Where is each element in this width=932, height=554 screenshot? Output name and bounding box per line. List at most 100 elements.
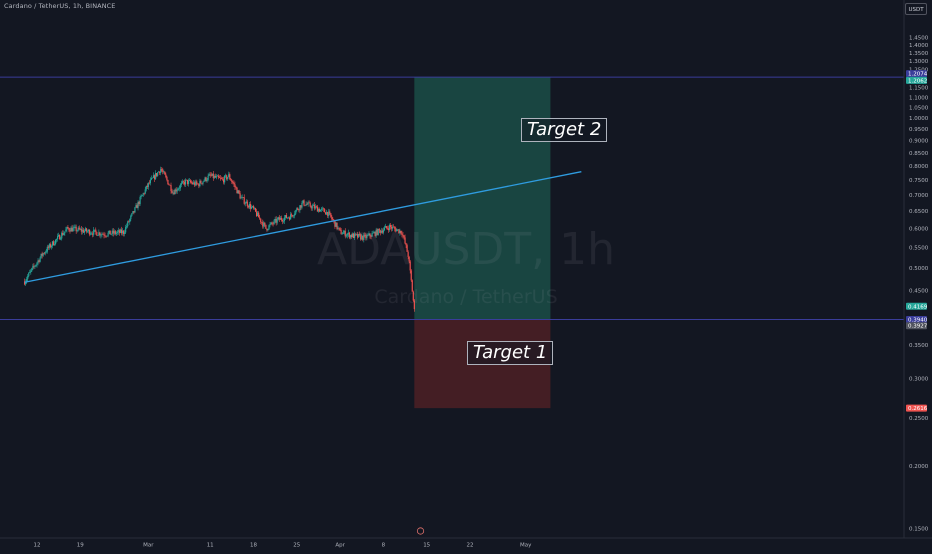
candle-body <box>410 270 412 281</box>
candle-body <box>363 234 365 240</box>
candle-body <box>24 281 26 285</box>
watermark-symbol: ADAUSDT, 1h <box>316 224 616 275</box>
candle-body <box>392 226 394 229</box>
candle-body <box>88 229 91 235</box>
price-tick-label: 0.8500 <box>909 151 929 157</box>
candle-body <box>190 180 192 183</box>
candle-body <box>81 229 83 232</box>
time-tick-label: 8 <box>382 543 386 549</box>
candle-body <box>114 231 116 234</box>
candle-body <box>268 225 270 230</box>
candle-body <box>351 233 354 238</box>
candle-body <box>74 226 76 228</box>
candle-body <box>77 227 79 231</box>
candle-body <box>49 244 52 248</box>
candle-body <box>48 244 50 248</box>
candle-body <box>295 210 297 214</box>
candle-body <box>194 182 196 186</box>
candle-body <box>248 204 250 208</box>
candle-body <box>219 177 222 179</box>
candle-body <box>172 192 174 194</box>
candle-body <box>361 235 363 240</box>
price-tick-label: 0.9000 <box>909 139 929 145</box>
candle-body <box>362 235 364 240</box>
candle-body <box>100 234 102 236</box>
candle-body <box>175 189 177 192</box>
candle-body <box>46 246 48 252</box>
candle-body <box>168 184 170 186</box>
candle-body <box>25 281 27 285</box>
candle-body <box>73 227 75 229</box>
candle-body <box>225 175 227 176</box>
candle-body <box>296 208 298 211</box>
price-tick-label: 0.2500 <box>909 416 929 422</box>
candle-body <box>385 226 388 228</box>
candle-body <box>313 204 315 209</box>
candle-body <box>33 265 35 267</box>
candle-body <box>202 181 204 184</box>
candle-body <box>374 232 376 236</box>
candle-body <box>342 232 344 234</box>
candle-body <box>84 228 87 231</box>
candle-body <box>129 219 131 223</box>
time-tick-label: 19 <box>77 543 84 549</box>
symbol-title[interactable]: Cardano / TetherUS, 1h, BINANCE <box>4 2 116 10</box>
price-tick-label: 0.1500 <box>909 527 929 533</box>
price-tick-label: 0.5000 <box>909 266 929 272</box>
candle-body <box>109 230 111 235</box>
candle-body <box>165 174 167 177</box>
candle-body <box>91 233 93 235</box>
candle-body <box>344 230 346 237</box>
candle-body <box>121 230 124 234</box>
candle-body <box>369 233 371 237</box>
candle-body <box>215 176 217 178</box>
candle-body <box>149 179 152 184</box>
candle-body <box>345 235 347 237</box>
candle-body <box>44 252 46 254</box>
candle-body <box>312 204 314 206</box>
price-badge <box>906 302 927 310</box>
candle-body <box>116 231 119 233</box>
candle-body <box>267 229 269 231</box>
candle-body <box>379 230 381 233</box>
candle-body <box>210 175 212 176</box>
target-1-label[interactable]: Target 1 <box>467 341 554 365</box>
price-badge-label: 0.3927 <box>908 324 928 330</box>
candle-body <box>42 253 44 256</box>
candle-body <box>181 181 183 184</box>
candle-body <box>260 218 262 223</box>
candle-body <box>213 175 215 179</box>
candle-body <box>273 220 275 224</box>
candle-body <box>204 177 206 181</box>
candle-body <box>203 180 205 182</box>
candle-body <box>382 230 384 233</box>
candle-body <box>207 175 209 180</box>
candle-body <box>377 228 379 235</box>
candle-body <box>391 226 393 229</box>
candle-body <box>217 175 220 178</box>
candle-body <box>144 189 146 194</box>
candle-body <box>196 181 198 184</box>
candle-body <box>284 215 287 218</box>
candle-body <box>34 266 36 267</box>
candle-body <box>348 232 350 238</box>
candle-body <box>80 228 82 232</box>
price-badge-label: 1.2074 <box>908 72 928 78</box>
price-tick-label: 0.6000 <box>909 226 929 232</box>
candle-body <box>69 230 71 232</box>
candle-body <box>79 228 81 230</box>
currency-badge[interactable]: USDT <box>905 3 927 15</box>
target-2-label[interactable]: Target 2 <box>521 118 608 142</box>
candle-body <box>320 208 323 210</box>
candle-body <box>367 235 369 236</box>
price-tick-label: 0.4500 <box>909 289 929 295</box>
candle-body <box>262 222 264 227</box>
candle-body <box>265 224 267 229</box>
candle-body <box>310 206 312 209</box>
candle-body <box>257 212 259 217</box>
candle-body <box>148 182 150 184</box>
time-tick-label: Apr <box>335 543 345 549</box>
candle-body <box>271 222 273 224</box>
